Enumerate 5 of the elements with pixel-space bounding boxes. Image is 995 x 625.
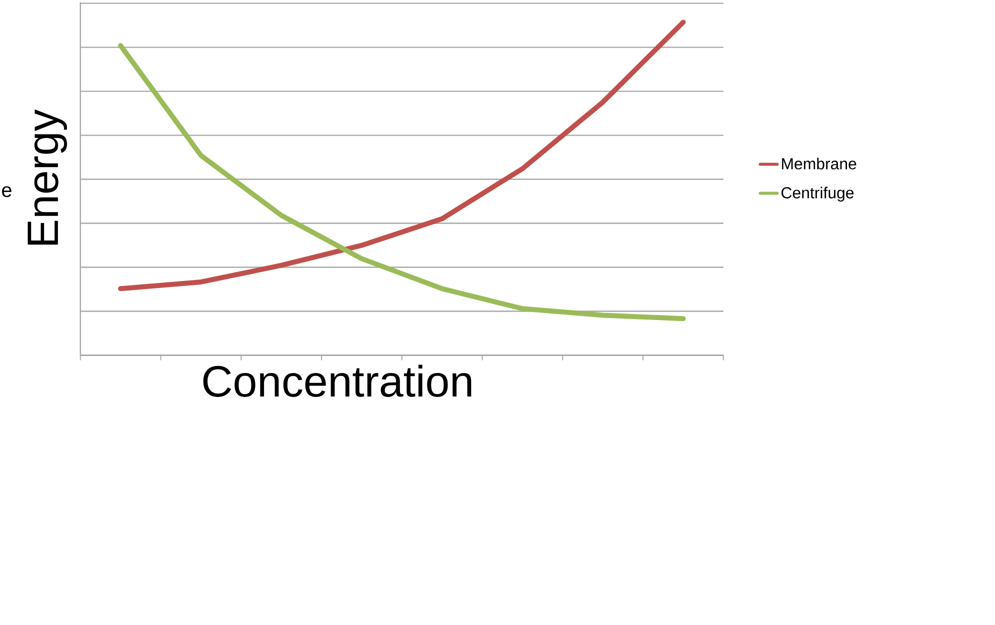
x-axis-title: Concentration [203,364,472,397]
legend-label: Membrane [782,158,856,170]
text: e [2,186,12,198]
y-axis-title: Energy [28,109,68,245]
legend-label: Centrifuge [782,186,854,202]
